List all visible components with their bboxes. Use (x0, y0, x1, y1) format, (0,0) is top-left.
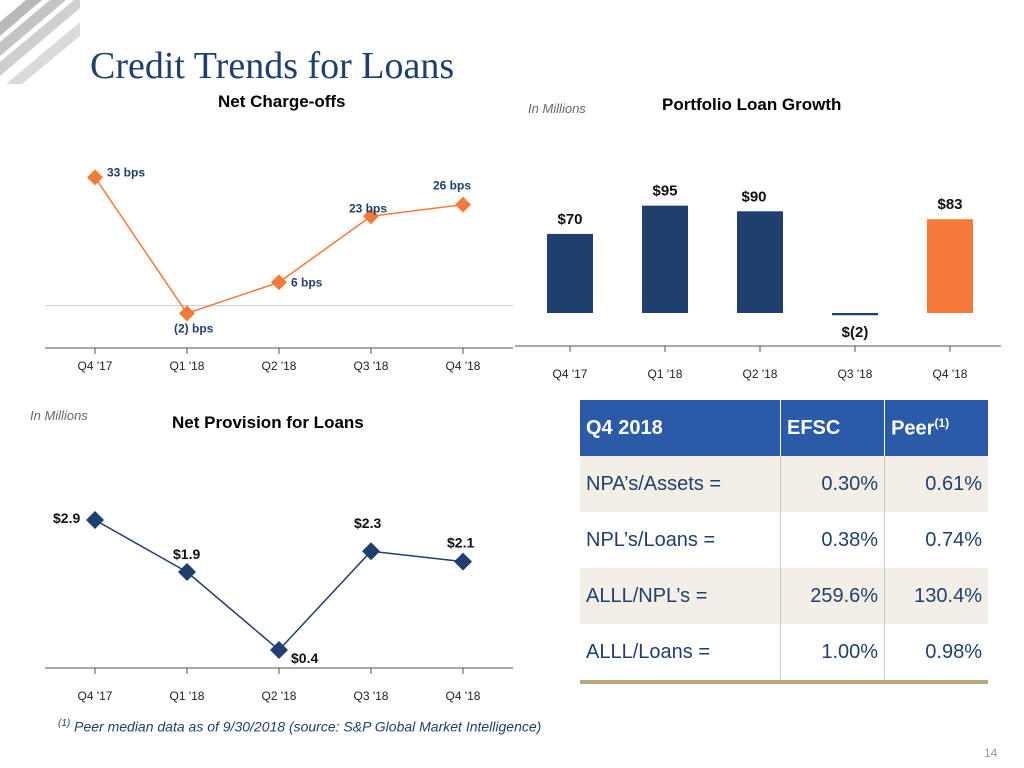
x-tick-label: Q3 '18 (838, 367, 873, 381)
net-charge-offs-series-line (94, 176, 464, 315)
company-logo-icon (0, 0, 80, 84)
footnote-text: Peer median data as of 9/30/2018 (source… (74, 718, 542, 735)
efsc-value: 0.30% (780, 456, 886, 512)
data-point-marker (178, 563, 196, 581)
data-point-marker (179, 305, 195, 322)
x-tick-label: Q4 '18 (933, 367, 968, 381)
bar (547, 233, 593, 313)
page-number: 14 (984, 746, 998, 760)
footnote: (1) Peer median data as of 9/30/2018 (so… (58, 718, 541, 735)
table-row: ALLL/NPL’s = 259.6% 130.4% (580, 568, 988, 624)
data-label: $83 (937, 196, 962, 213)
peer-value: 130.4% (884, 568, 988, 624)
header-peer-label: Peer (891, 417, 935, 440)
data-point-marker (87, 169, 103, 186)
net-provision-title: Net Provision for Loans (172, 413, 364, 432)
metric-label: NPL’s/Loans = (580, 512, 781, 568)
header-period: Q4 2018 (580, 400, 781, 456)
data-label: $2.9 (53, 510, 80, 526)
bar (927, 219, 973, 313)
data-point-marker (454, 552, 472, 571)
efsc-value: 259.6% (780, 568, 886, 624)
x-tick-label: Q4 '17 (553, 367, 588, 381)
x-tick-label: Q1 '18 (170, 359, 205, 373)
x-tick-label: Q4 '18 (446, 359, 481, 373)
data-label: 26 bps (433, 179, 471, 193)
data-label: $70 (557, 211, 582, 228)
table-header-row: Q4 2018 EFSC Peer(1) (580, 400, 988, 456)
data-point-marker (455, 196, 471, 213)
metric-label: ALLL/NPL’s = (580, 568, 781, 624)
x-tick-label: Q4 '17 (78, 359, 113, 373)
net-provision-series-line (94, 519, 464, 652)
x-tick-label: Q2 '18 (262, 359, 297, 373)
data-point-marker (362, 542, 380, 561)
x-tick-label: Q2 '18 (743, 367, 778, 381)
net-charge-offs-title: Net Charge-offs (218, 92, 346, 111)
portfolio-loan-growth-chart: $70 Q4 '17 $95 Q1 '18 $90 Q2 '18 $(2) Q3 '18 $83… (515, 183, 1001, 381)
peer-value: 0.61% (884, 456, 988, 512)
efsc-value: 0.38% (780, 512, 886, 568)
x-tick-label: Q2 '18 (262, 689, 297, 703)
loan-growth-title: Portfolio Loan Growth (662, 95, 842, 114)
table-row: NPL’s/Loans = 0.38% 0.74% (580, 512, 988, 568)
x-tick-label: Q3 '18 (354, 359, 389, 373)
net-provision-units-label: In Millions (30, 408, 88, 423)
x-tick-label: Q4 '18 (446, 689, 481, 703)
data-point-marker (86, 511, 104, 529)
page-title: Credit Trends for Loans (90, 45, 455, 87)
net-provision-chart: $2.9 Q4 '17 $1.9 Q1 '18 $0.4 Q2 '18 $2.3 Q3 '18… (45, 510, 513, 703)
bar (642, 205, 688, 313)
data-label: $1.9 (173, 546, 200, 562)
bar (737, 211, 783, 313)
metric-label: NPA’s/Assets = (580, 456, 781, 512)
data-point-marker (363, 208, 379, 225)
data-label: 33 bps (107, 165, 145, 179)
footnote-marker: (1) (58, 718, 71, 729)
data-label: 23 bps (349, 201, 387, 215)
data-label: (2) bps (174, 321, 214, 335)
table-row: NPA’s/Assets = 0.30% 0.61% (580, 456, 988, 512)
bar (832, 313, 878, 316)
header-efsc: EFSC (780, 400, 886, 456)
data-label: $95 (652, 183, 677, 200)
metric-label: ALLL/Loans = (580, 624, 781, 682)
data-label: $90 (741, 188, 766, 205)
data-label: $(2) (842, 324, 869, 341)
net-charge-offs-chart: 33 bps Q4 '17 (2) bps Q1 '18 6 bps Q2 '18 23 b… (45, 165, 513, 373)
header-peer-footnote-marker: (1) (934, 415, 950, 430)
data-point-marker (271, 274, 287, 291)
data-point-marker (270, 641, 288, 659)
data-label: 6 bps (291, 275, 323, 289)
x-tick-label: Q1 '18 (170, 689, 205, 703)
loan-growth-units-label: In Millions (528, 101, 586, 116)
x-tick-label: Q4 '17 (78, 689, 113, 703)
table-row: ALLL/Loans = 1.00% 0.98% (580, 624, 988, 682)
peer-comparison-table: Q4 2018 EFSC Peer(1) NPA’s/Assets = 0.30… (580, 400, 988, 684)
x-tick-label: Q3 '18 (354, 689, 389, 703)
data-label: $2.3 (354, 515, 381, 531)
peer-value: 0.98% (925, 640, 982, 663)
header-peer: Peer(1) (884, 400, 988, 456)
data-label: $0.4 (291, 650, 318, 666)
peer-value: 0.74% (925, 528, 982, 551)
x-tick-label: Q1 '18 (648, 367, 683, 381)
data-label: $2.1 (447, 535, 474, 551)
efsc-value: 1.00% (780, 624, 886, 682)
